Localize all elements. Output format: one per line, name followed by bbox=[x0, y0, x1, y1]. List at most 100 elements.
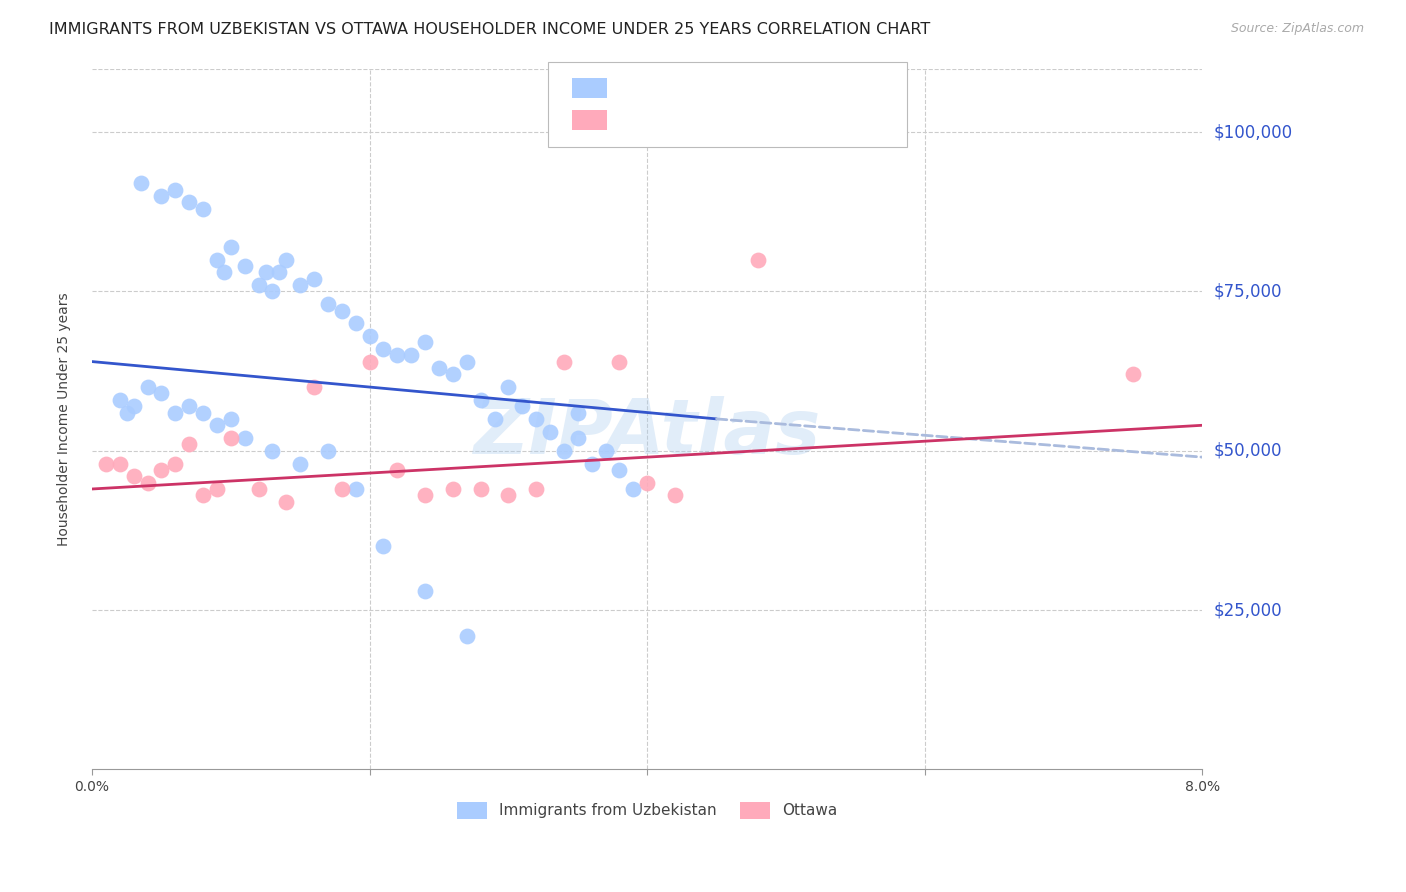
Point bbox=[205, 482, 228, 496]
Point bbox=[441, 482, 464, 496]
Point bbox=[262, 443, 284, 458]
Point bbox=[191, 202, 214, 216]
Text: $100,000: $100,000 bbox=[1213, 123, 1292, 141]
Point bbox=[122, 399, 145, 413]
Point bbox=[179, 437, 201, 451]
Point bbox=[664, 488, 686, 502]
Point bbox=[165, 457, 187, 471]
Text: $25,000: $25,000 bbox=[1213, 601, 1282, 619]
Point bbox=[524, 412, 547, 426]
Point bbox=[191, 488, 214, 502]
Point bbox=[290, 278, 312, 293]
Point bbox=[427, 360, 450, 375]
Point bbox=[150, 189, 173, 203]
Point bbox=[290, 457, 312, 471]
Point bbox=[413, 583, 436, 598]
Text: R =: R = bbox=[621, 78, 658, 95]
Point bbox=[621, 482, 644, 496]
Point bbox=[330, 303, 353, 318]
Point bbox=[344, 317, 367, 331]
Point bbox=[399, 348, 422, 362]
Point bbox=[219, 412, 242, 426]
Point bbox=[581, 457, 603, 471]
Point bbox=[276, 252, 298, 267]
Point bbox=[302, 380, 325, 394]
Point bbox=[191, 405, 214, 419]
Point bbox=[553, 443, 575, 458]
Text: ZIPAtlas: ZIPAtlas bbox=[474, 396, 821, 470]
Point bbox=[636, 475, 658, 490]
Point bbox=[413, 488, 436, 502]
Point bbox=[254, 265, 277, 279]
Point bbox=[233, 259, 256, 273]
Point bbox=[302, 272, 325, 286]
Point bbox=[441, 368, 464, 382]
Text: -0.093: -0.093 bbox=[657, 78, 716, 95]
Point bbox=[219, 240, 242, 254]
Point bbox=[387, 463, 409, 477]
Point bbox=[94, 457, 117, 471]
Point bbox=[484, 412, 506, 426]
Text: $50,000: $50,000 bbox=[1213, 442, 1282, 459]
Text: 27: 27 bbox=[779, 110, 803, 128]
Point bbox=[108, 457, 131, 471]
Point bbox=[344, 482, 367, 496]
Point bbox=[387, 348, 409, 362]
Point bbox=[498, 380, 520, 394]
Point bbox=[609, 354, 631, 368]
Point bbox=[538, 425, 561, 439]
Point bbox=[747, 252, 769, 267]
Point bbox=[165, 183, 187, 197]
Text: N =: N = bbox=[727, 110, 775, 128]
Point bbox=[413, 335, 436, 350]
Text: 0.153: 0.153 bbox=[657, 110, 714, 128]
Point bbox=[219, 431, 242, 445]
Point bbox=[316, 297, 339, 311]
Point bbox=[136, 475, 159, 490]
Point bbox=[470, 392, 492, 407]
Point bbox=[609, 463, 631, 477]
Point bbox=[179, 399, 201, 413]
Y-axis label: Householder Income Under 25 years: Householder Income Under 25 years bbox=[58, 292, 72, 546]
Text: 58: 58 bbox=[779, 78, 801, 95]
Point bbox=[205, 252, 228, 267]
Point bbox=[136, 380, 159, 394]
Legend: Immigrants from Uzbekistan, Ottawa: Immigrants from Uzbekistan, Ottawa bbox=[450, 796, 844, 825]
Text: Source: ZipAtlas.com: Source: ZipAtlas.com bbox=[1230, 22, 1364, 36]
Point bbox=[115, 405, 138, 419]
Point bbox=[129, 176, 152, 190]
Point bbox=[165, 405, 187, 419]
Point bbox=[456, 354, 478, 368]
Point bbox=[456, 628, 478, 642]
Point bbox=[595, 443, 617, 458]
Point bbox=[510, 399, 533, 413]
Point bbox=[330, 482, 353, 496]
Point bbox=[233, 431, 256, 445]
Point bbox=[553, 354, 575, 368]
Point bbox=[179, 195, 201, 210]
Point bbox=[247, 278, 270, 293]
Point bbox=[276, 494, 298, 508]
Point bbox=[498, 488, 520, 502]
Text: R =: R = bbox=[621, 110, 658, 128]
Point bbox=[1122, 368, 1144, 382]
Point bbox=[373, 342, 395, 356]
Point bbox=[150, 463, 173, 477]
Point bbox=[470, 482, 492, 496]
Point bbox=[567, 431, 589, 445]
Point bbox=[373, 539, 395, 553]
Text: $75,000: $75,000 bbox=[1213, 283, 1282, 301]
Point bbox=[359, 329, 381, 343]
Point bbox=[108, 392, 131, 407]
Point bbox=[269, 265, 291, 279]
Point bbox=[122, 469, 145, 483]
Point bbox=[262, 285, 284, 299]
Point bbox=[359, 354, 381, 368]
Point bbox=[150, 386, 173, 401]
Text: N =: N = bbox=[727, 78, 775, 95]
Point bbox=[567, 405, 589, 419]
Point bbox=[316, 443, 339, 458]
Point bbox=[205, 418, 228, 433]
Point bbox=[524, 482, 547, 496]
Point bbox=[212, 265, 235, 279]
